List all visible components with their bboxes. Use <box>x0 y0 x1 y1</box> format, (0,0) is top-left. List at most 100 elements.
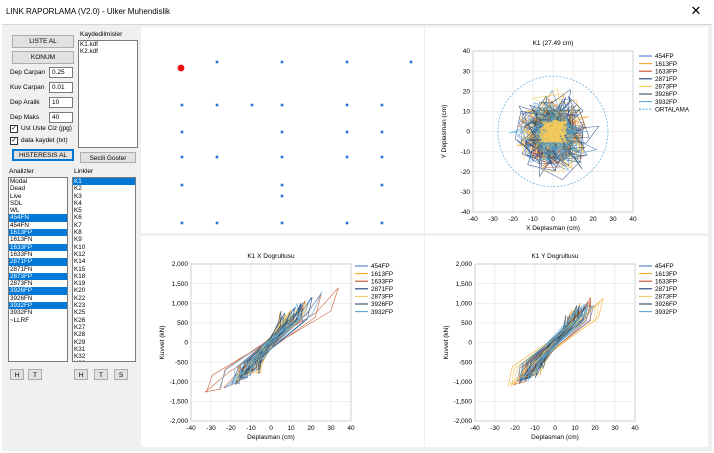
link-item[interactable]: K8 <box>74 229 82 237</box>
analysis-item[interactable]: 2873FN <box>10 280 33 288</box>
analysis-item[interactable]: 1633FN <box>10 250 33 258</box>
plan-node[interactable] <box>380 155 384 159</box>
analysis-item[interactable]: 1613FN <box>10 236 33 244</box>
link-item[interactable]: K23 <box>74 302 86 310</box>
links-t-button[interactable]: T <box>94 369 108 380</box>
x-tick-label: 20 <box>307 425 315 432</box>
list-item[interactable]: K1.kdf <box>80 41 98 48</box>
plan-node[interactable] <box>380 183 384 187</box>
analysis-item[interactable]: Live <box>10 192 22 200</box>
analizler-label: Analizler <box>9 168 34 175</box>
liste-al-button[interactable]: LISTE AL <box>12 35 74 48</box>
link-item[interactable]: K27 <box>74 323 86 331</box>
analysis-item[interactable]: SDL <box>10 199 23 207</box>
analysis-item[interactable]: 2871FN <box>10 265 33 273</box>
plan-node[interactable] <box>215 221 219 225</box>
plan-node[interactable] <box>345 130 349 134</box>
plan-node[interactable] <box>215 60 219 64</box>
selected-node[interactable] <box>177 64 185 72</box>
plan-node[interactable] <box>280 183 284 187</box>
link-item[interactable]: K26 <box>74 316 86 324</box>
analysis-item[interactable]: WL <box>10 207 20 215</box>
plan-node[interactable] <box>380 103 384 107</box>
plan-node[interactable] <box>280 130 284 134</box>
link-item[interactable]: K29 <box>74 338 86 346</box>
analyses-h-button[interactable]: H <box>10 369 24 380</box>
plan-node[interactable] <box>180 155 184 159</box>
plan-view-panel[interactable] <box>141 27 424 233</box>
link-item[interactable]: K14 <box>74 258 86 266</box>
link-item[interactable]: K12 <box>74 250 86 258</box>
list-item[interactable]: K2.kdf <box>80 48 98 56</box>
link-item[interactable]: K18 <box>74 272 86 280</box>
analysis-item[interactable]: 2871FP <box>9 258 67 266</box>
plan-node[interactable] <box>280 60 284 64</box>
saved-list[interactable]: K1.kdf K2.kdf <box>78 40 138 148</box>
plan-node[interactable] <box>409 60 413 64</box>
analysis-item[interactable]: 3932FN <box>10 309 33 317</box>
plan-node[interactable] <box>345 155 349 159</box>
links-list[interactable]: K1 K2 K3 K4 K5 K6 K7 K8 K9 K10 K12 K14 K15 K18 K19 K20 K… <box>72 177 136 362</box>
dep-aralik-field[interactable] <box>49 97 73 108</box>
link-item[interactable]: K22 <box>74 294 86 302</box>
link-item[interactable]: K4 <box>74 199 82 207</box>
plan-node[interactable] <box>180 221 184 225</box>
analysis-item[interactable]: Dead <box>10 185 26 193</box>
plan-node[interactable] <box>280 221 284 225</box>
analyses-list[interactable]: Modal Dead Live SDL WL 454FN 454FN 1613FP 1613FN… <box>8 177 68 362</box>
link-item[interactable]: K31 <box>74 345 86 353</box>
link-item[interactable]: K2 <box>74 185 82 193</box>
link-item[interactable]: K32 <box>74 353 86 361</box>
link-item[interactable]: K5 <box>74 207 82 215</box>
analysis-item[interactable]: 3926FN <box>10 294 33 302</box>
analysis-item[interactable]: 454FN <box>9 214 67 222</box>
plan-node[interactable] <box>280 194 284 198</box>
links-h-button[interactable]: H <box>74 369 88 380</box>
dep-maks-field[interactable] <box>49 112 73 123</box>
plan-node[interactable] <box>345 60 349 64</box>
link-item[interactable]: K19 <box>74 280 86 288</box>
link-item[interactable]: K10 <box>74 243 86 251</box>
konum-button[interactable]: KONUM <box>12 51 74 64</box>
link-item[interactable]: K7 <box>74 221 82 229</box>
analysis-item[interactable]: 454FN <box>10 221 29 229</box>
analyses-t-button[interactable]: T <box>28 369 42 380</box>
data-kaydet-checkbox[interactable]: ✓ <box>10 137 18 145</box>
link-item[interactable]: K15 <box>74 265 86 273</box>
plan-node[interactable] <box>380 130 384 134</box>
link-item[interactable]: K6 <box>74 214 82 222</box>
plan-view[interactable] <box>141 27 424 233</box>
analysis-item[interactable]: 3926FP <box>9 287 67 295</box>
link-item[interactable]: K3 <box>74 192 82 200</box>
plan-node[interactable] <box>250 103 254 107</box>
kuv-carpan-field[interactable] <box>49 82 73 93</box>
link-item[interactable]: K1 <box>73 178 135 186</box>
analysis-item[interactable]: 1613FP <box>9 229 67 237</box>
plan-node[interactable] <box>215 155 219 159</box>
links-s-button[interactable]: S <box>114 369 128 380</box>
close-icon[interactable]: ✕ <box>690 3 702 18</box>
analysis-item[interactable]: Modal <box>10 178 28 185</box>
link-item[interactable]: K9 <box>74 236 82 244</box>
plan-node[interactable] <box>380 221 384 225</box>
plan-node[interactable] <box>180 130 184 134</box>
analysis-item[interactable]: ~LLRF <box>10 316 30 324</box>
plan-node[interactable] <box>215 103 219 107</box>
link-item[interactable]: K20 <box>74 287 86 295</box>
analysis-item[interactable]: 3932FP <box>9 302 67 310</box>
histeresis-al-button[interactable]: HISTERESIS AL <box>12 149 74 161</box>
link-item[interactable]: K33 <box>73 360 135 361</box>
plan-node[interactable] <box>180 103 184 107</box>
plan-node[interactable] <box>180 183 184 187</box>
plan-node[interactable] <box>345 221 349 225</box>
ust-uste-ciz-checkbox[interactable]: ✓ <box>10 125 18 133</box>
link-item[interactable]: K25 <box>74 309 86 317</box>
analysis-item[interactable]: 2873FP <box>9 272 67 281</box>
plan-node[interactable] <box>345 103 349 107</box>
analysis-item[interactable]: 1633FP <box>9 243 67 251</box>
plan-node[interactable] <box>280 155 284 159</box>
link-item[interactable]: K28 <box>74 331 86 339</box>
secili-goster-button[interactable]: Secili Goster <box>80 152 136 163</box>
dep-carpan-field[interactable] <box>49 67 73 78</box>
plan-node[interactable] <box>280 103 284 107</box>
